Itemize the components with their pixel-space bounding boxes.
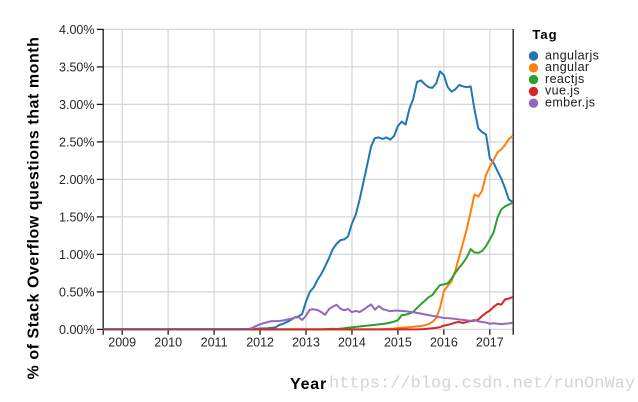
svg-text:angularjs: angularjs (545, 48, 599, 62)
svg-text:2015: 2015 (384, 335, 412, 349)
svg-text:3.00%: 3.00% (59, 98, 94, 112)
svg-text:2016: 2016 (430, 335, 458, 349)
svg-text:angular: angular (545, 60, 590, 74)
svg-text:2.50%: 2.50% (59, 135, 94, 149)
svg-text:2011: 2011 (201, 335, 228, 349)
svg-text:vue.js: vue.js (545, 84, 580, 98)
svg-text:3.50%: 3.50% (59, 60, 94, 74)
svg-text:Tag: Tag (532, 27, 557, 42)
svg-text:2017: 2017 (476, 335, 504, 349)
svg-text:2013: 2013 (292, 335, 320, 349)
svg-text:% of Stack Overflow questions: % of Stack Overflow questions that month (26, 37, 43, 380)
svg-text:2010: 2010 (154, 335, 182, 349)
svg-text:1.00%: 1.00% (59, 248, 94, 262)
svg-text:0.50%: 0.50% (59, 285, 94, 299)
svg-text:2009: 2009 (108, 335, 136, 349)
svg-text:Year: Year (290, 376, 327, 393)
svg-text:1.50%: 1.50% (59, 210, 94, 224)
svg-text:4.00%: 4.00% (59, 23, 94, 37)
svg-text:2012: 2012 (246, 335, 274, 349)
svg-text:0.00%: 0.00% (59, 323, 94, 337)
svg-text:ember.js: ember.js (545, 96, 595, 110)
svg-text:2.00%: 2.00% (59, 173, 94, 187)
svg-text:https://blog.csdn.net/runOnWay: https://blog.csdn.net/runOnWay (329, 375, 635, 394)
svg-text:2014: 2014 (338, 335, 366, 349)
svg-text:reactjs: reactjs (545, 72, 585, 86)
